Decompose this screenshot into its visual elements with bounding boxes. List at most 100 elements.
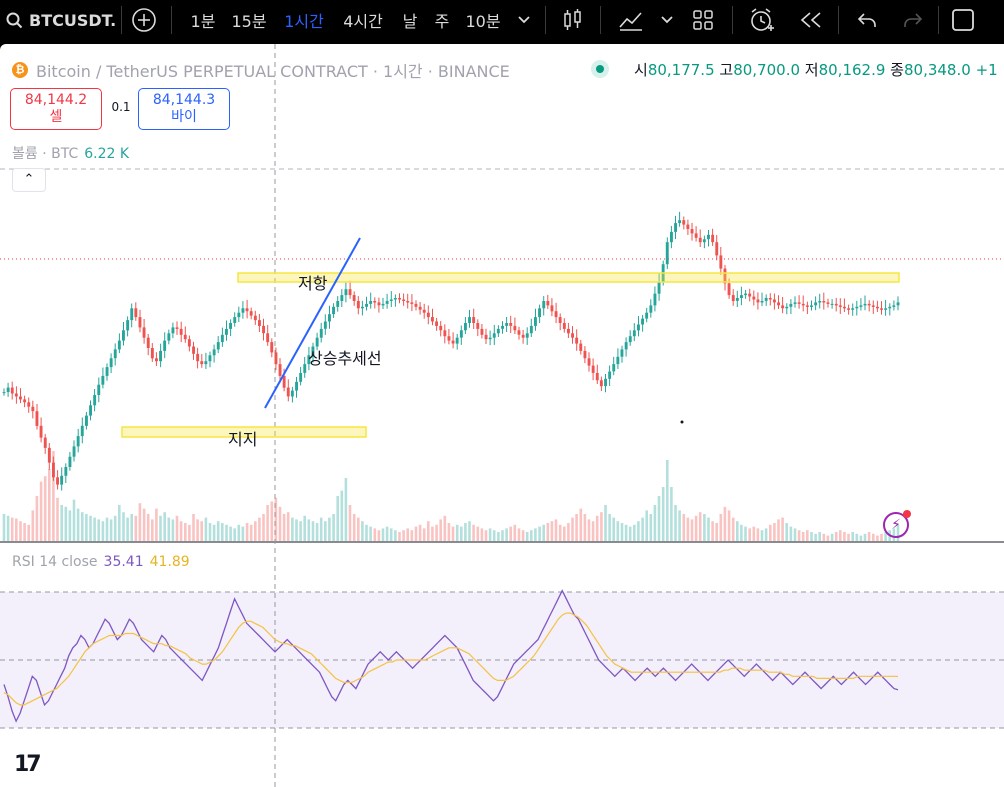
candle-body [76,436,80,447]
candle [369,292,373,309]
candle-body [777,302,780,306]
candle [447,329,451,345]
volume-bar [406,528,409,541]
volume-bar [427,521,430,541]
buy-label: 바이 [171,109,197,125]
candle [159,343,162,368]
alert-button[interactable] [745,0,779,40]
volume-bar [822,533,826,541]
volume-bar [542,524,545,541]
volume-bar [666,460,669,541]
indicators-dropdown[interactable] [656,0,678,40]
chart-type-button[interactable] [556,0,590,40]
redo-button[interactable] [896,0,930,40]
resistance-zone[interactable] [237,272,900,283]
candle-body [801,303,805,306]
volume-bar [447,523,451,541]
candle-body [748,293,752,297]
interval-10m[interactable]: 10분 [465,12,501,31]
candle [715,235,719,261]
candle [204,352,208,369]
symbol-legend[interactable]: ₿ Bitcoin / TetherUS PERPETUAL CONTRACT … [12,58,510,82]
rsi-band [0,592,1004,728]
candle [113,343,117,366]
high-value: 80,700.0 [733,61,800,79]
candle-body [319,328,323,338]
interval-week[interactable]: 주 [434,12,450,31]
candle [39,417,43,443]
candle-body [422,309,426,313]
buy-button[interactable]: 84,144.3 바이 [138,88,230,130]
volume-bar [225,524,228,541]
volume-bar [179,521,183,541]
candle-body [200,361,204,365]
candle-body [229,323,232,329]
change-value: +1 [975,61,998,79]
chart-area[interactable]: 저항 지지 상승추세선 ₿ Bitcoin / TetherUS PERPETU… [0,44,1004,787]
indicators-button[interactable] [614,0,648,40]
volume-bar [703,514,706,541]
volume-bar [744,526,747,541]
sell-button[interactable]: 84,144.2 셀 [10,88,102,130]
candle [315,332,319,351]
volume-bar [332,514,335,541]
interval-day[interactable]: 날 [402,12,418,31]
volume-legend[interactable]: 볼륨 · BTC 6.22 K [12,143,129,163]
candle [14,386,18,404]
volume-bar [690,519,694,541]
tradingview-logo[interactable]: 17 [14,752,42,777]
candle-body [587,358,591,366]
volume-bar [604,505,607,541]
candle [200,354,204,368]
candle-body [632,330,636,337]
volume-bar [175,515,179,541]
candle [422,303,426,319]
candle-body [113,349,117,359]
candle [64,463,68,483]
volume-bar [216,521,220,541]
candle [278,358,282,384]
indicators-icon [619,12,642,31]
fullscreen-button[interactable] [946,0,980,40]
replay-button[interactable] [794,0,828,40]
interval-4h[interactable]: 4시간 [343,12,383,31]
symbol-search[interactable]: BTCUSDT. [6,0,118,40]
chart-canvas[interactable]: 저항 지지 상승추세선 [0,44,1004,787]
volume-bar [801,532,805,541]
volume-bar [480,528,484,541]
collapse-legend-button[interactable]: ⌃ [12,168,46,192]
undo-button[interactable] [850,0,884,40]
flash-button[interactable]: ⚡ [883,510,911,538]
candle [43,433,47,454]
candle [719,247,723,275]
candle [105,363,109,381]
low-value: 80,162.9 [818,61,886,79]
volume-bar [204,517,208,541]
add-symbol-button[interactable] [128,0,160,40]
candle-body [608,371,612,379]
candle [10,381,14,400]
volume-bar [245,523,249,541]
trendline[interactable] [264,237,361,409]
candle [56,470,59,490]
candle-body [768,298,772,300]
interval-1m[interactable]: 1분 [190,12,216,31]
candle-body [707,234,710,240]
layout-icon [693,10,713,30]
candle [764,294,768,306]
volume-bar [649,514,653,541]
support-zone[interactable] [121,426,367,438]
candle-body [620,349,624,357]
interval-1h[interactable]: 1시간 [284,12,324,31]
candle [690,222,694,241]
volume-bar [200,521,203,541]
layout-button[interactable] [688,0,718,40]
interval-15m[interactable]: 15분 [231,12,267,31]
rsi-legend[interactable]: RSI 14 close 35.41 41.89 [12,554,190,570]
candle-body [682,220,686,225]
interval-dropdown[interactable] [512,0,536,40]
volume-bar [752,526,756,541]
candle-body [303,364,307,373]
candle [126,316,130,337]
volume-bar [443,515,447,541]
